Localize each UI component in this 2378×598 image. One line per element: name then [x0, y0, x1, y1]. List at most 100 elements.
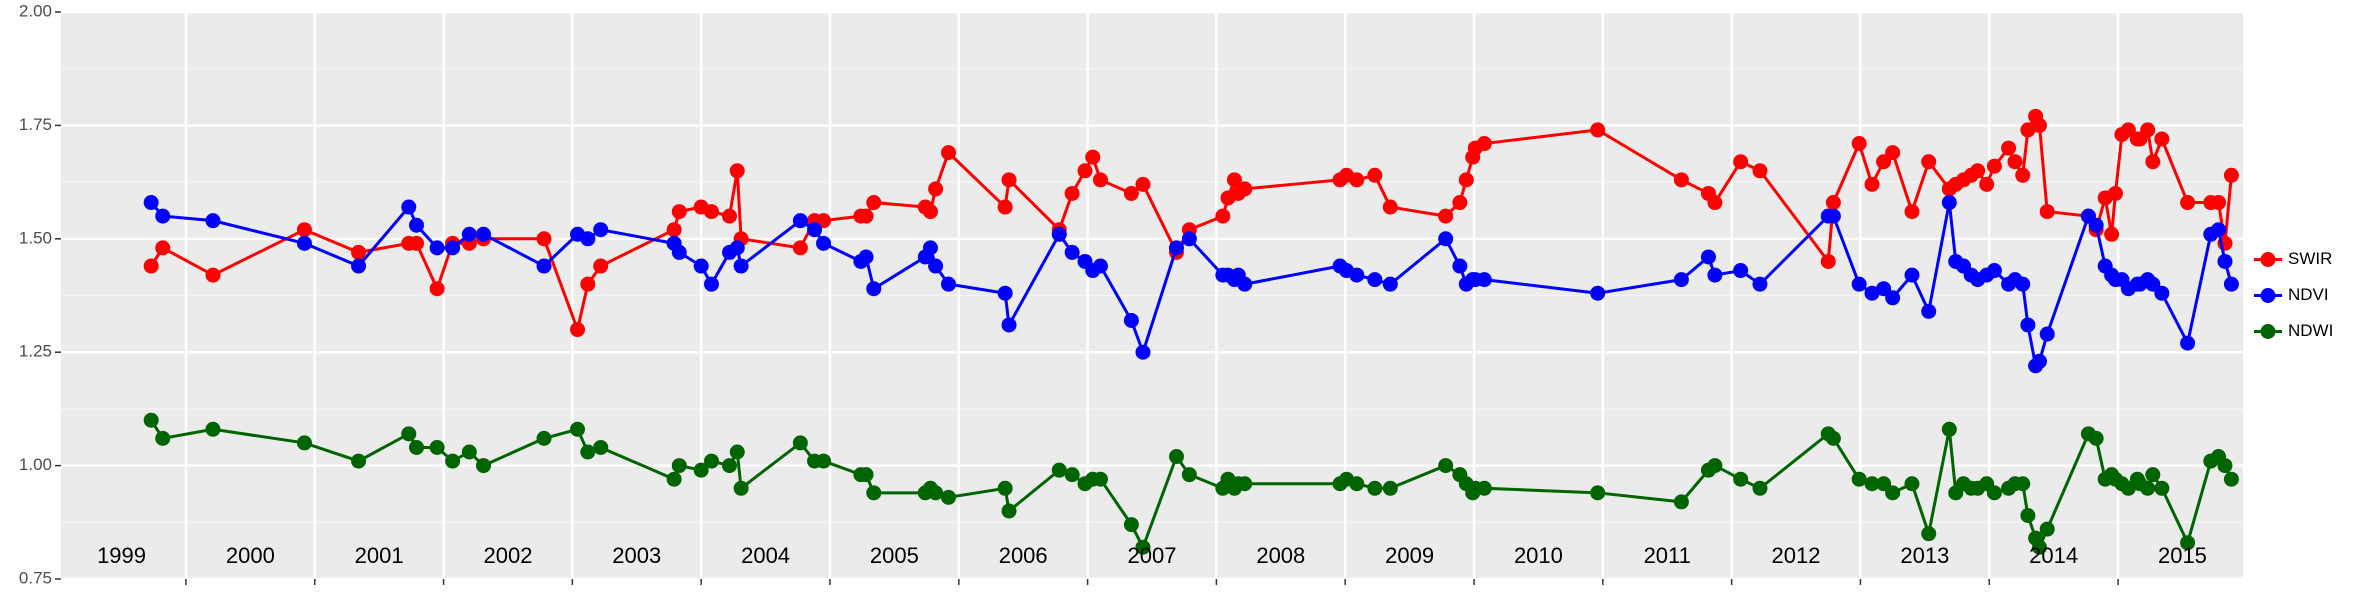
data-point — [409, 217, 425, 233]
data-point — [1438, 231, 1454, 247]
data-point — [205, 421, 221, 437]
data-point — [429, 281, 445, 297]
data-point — [1215, 208, 1231, 224]
data-point — [445, 240, 461, 256]
data-point — [1085, 149, 1101, 165]
data-point — [2031, 117, 2047, 133]
data-point — [1921, 303, 1937, 319]
data-point — [429, 240, 445, 256]
data-point — [1382, 199, 1398, 215]
data-point — [671, 244, 687, 260]
data-point — [1367, 272, 1383, 288]
data-point — [593, 439, 609, 455]
data-point — [409, 439, 425, 455]
data-point — [1476, 480, 1492, 496]
data-point — [1885, 485, 1901, 501]
labels: 0.75 1.00 1.25 1.50 1.75 2.00 1999 2000 2001 2002… — [19, 1, 2333, 587]
data-point — [536, 258, 552, 274]
data-point — [1700, 249, 1716, 265]
data-point — [866, 485, 882, 501]
year-label: 2005 — [870, 543, 919, 568]
y-tick-label: 1.50 — [19, 228, 52, 247]
data-point — [733, 480, 749, 496]
data-point — [1092, 258, 1108, 274]
data-point — [2140, 480, 2156, 496]
data-point — [1986, 158, 2002, 174]
data-point — [1476, 272, 1492, 288]
data-point — [666, 222, 682, 238]
data-point — [940, 276, 956, 292]
data-point — [928, 181, 944, 197]
data-point — [1921, 526, 1937, 542]
data-point — [1237, 276, 1253, 292]
data-point — [143, 412, 159, 428]
data-point — [2211, 222, 2227, 238]
data-point — [2217, 458, 2233, 474]
data-point — [2145, 154, 2161, 170]
data-point — [2015, 167, 2031, 183]
data-point — [2020, 122, 2036, 138]
data-point — [2031, 353, 2047, 369]
data-point — [1864, 285, 1880, 301]
data-point — [997, 285, 1013, 301]
data-point — [703, 276, 719, 292]
data-point — [940, 145, 956, 161]
data-point — [1707, 195, 1723, 211]
data-point — [1820, 253, 1836, 269]
data-point — [1733, 471, 1749, 487]
data-point — [2180, 195, 2196, 211]
data-point — [2154, 131, 2170, 147]
data-point — [296, 235, 312, 251]
data-point — [1181, 467, 1197, 483]
legend-label: SWIR — [2288, 249, 2332, 268]
data-point — [1885, 290, 1901, 306]
data-point — [722, 458, 738, 474]
data-point — [2223, 167, 2239, 183]
data-point — [858, 249, 874, 265]
data-point — [1168, 449, 1184, 465]
data-point — [722, 208, 738, 224]
data-point — [401, 426, 417, 442]
data-point — [1590, 485, 1606, 501]
data-point — [580, 231, 596, 247]
data-point — [1349, 172, 1365, 188]
data-point — [792, 240, 808, 256]
year-label: 1999 — [97, 543, 146, 568]
data-point — [570, 421, 586, 437]
data-point — [1135, 539, 1151, 555]
year-label: 2006 — [999, 543, 1048, 568]
data-point — [866, 195, 882, 211]
data-point — [1349, 476, 1365, 492]
y-tick-label: 1.75 — [19, 115, 52, 134]
data-point — [703, 204, 719, 220]
data-point — [205, 267, 221, 283]
legend-label: NDVI — [2288, 285, 2329, 304]
data-point — [351, 258, 367, 274]
data-point — [1986, 485, 2002, 501]
data-point — [2217, 253, 2233, 269]
data-point — [1825, 430, 1841, 446]
data-point — [1092, 172, 1108, 188]
data-point — [1135, 176, 1151, 192]
data-point — [1452, 258, 1468, 274]
data-point — [816, 453, 832, 469]
data-point — [666, 471, 682, 487]
marks — [143, 108, 2239, 555]
data-point — [1001, 503, 1017, 519]
data-point — [1752, 480, 1768, 496]
data-point — [940, 489, 956, 505]
year-label: 2007 — [1128, 543, 1177, 568]
data-point — [475, 458, 491, 474]
data-point — [445, 453, 461, 469]
data-point — [1367, 167, 1383, 183]
year-label: 2004 — [741, 543, 790, 568]
data-point — [2039, 204, 2055, 220]
data-point — [928, 258, 944, 274]
year-label: 2008 — [1256, 543, 1305, 568]
data-point — [155, 430, 171, 446]
data-point — [593, 222, 609, 238]
data-point — [1904, 267, 1920, 283]
data-point — [792, 213, 808, 229]
data-point — [1064, 244, 1080, 260]
